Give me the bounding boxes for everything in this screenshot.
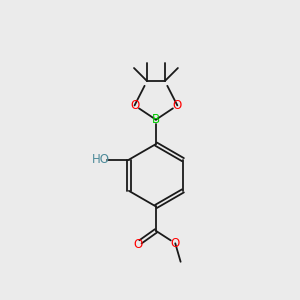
Text: O: O [171, 237, 180, 250]
Text: O: O [130, 99, 139, 112]
Text: HO: HO [92, 153, 110, 166]
Text: O: O [133, 238, 142, 251]
Text: O: O [173, 99, 182, 112]
Text: B: B [152, 113, 160, 126]
